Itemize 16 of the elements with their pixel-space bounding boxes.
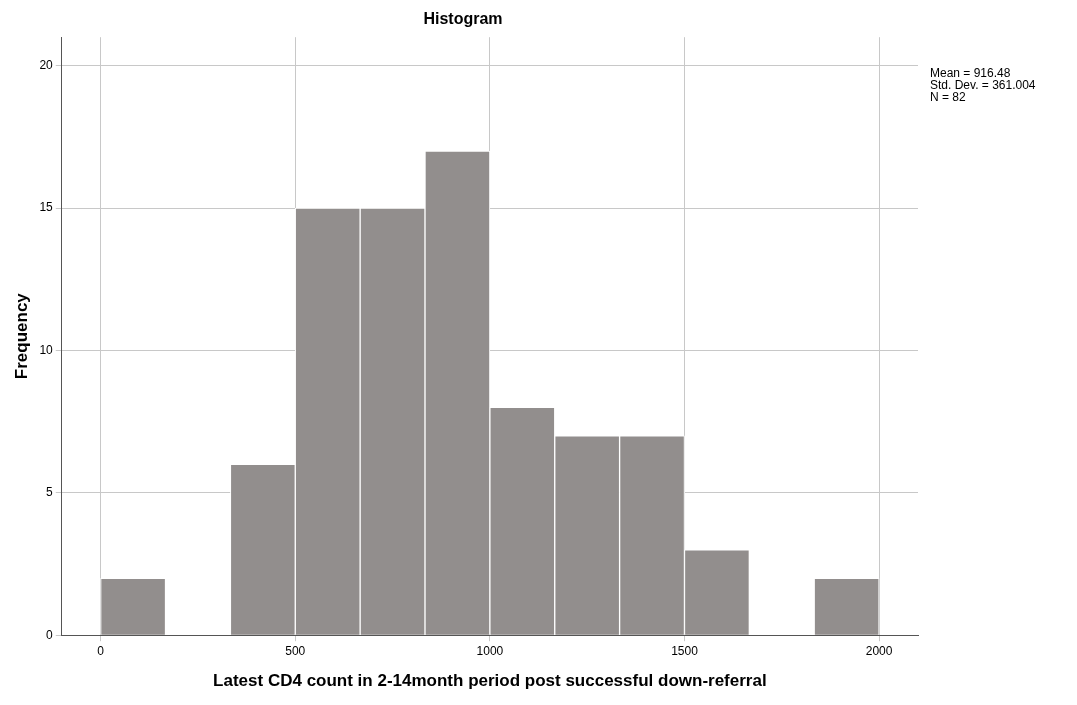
y-tick-label: 20 [39, 57, 54, 72]
y-tick-label: 15 [39, 200, 54, 215]
chart-title: Histogram [423, 10, 503, 28]
x-tick-label: 500 [285, 643, 306, 658]
y-tick-label: 5 [46, 485, 54, 500]
text: N = 82 [930, 89, 967, 104]
y-tick-label: 0 [46, 627, 54, 642]
y-axis-title: Frequency [11, 292, 31, 380]
text: Std. Dev. = 361.004 [930, 77, 1036, 92]
x-tick-label: 1500 [671, 643, 699, 658]
y-tick-label: 10 [39, 342, 54, 357]
x-tick-label: 1000 [476, 643, 504, 658]
text: Mean = 916.48 [930, 65, 1011, 80]
x-axis-title: Latest CD4 count in 2-14month period post successful down-referral [213, 671, 767, 691]
x-tick-label: 0 [97, 643, 105, 658]
x-tick-label: 2000 [865, 643, 893, 658]
